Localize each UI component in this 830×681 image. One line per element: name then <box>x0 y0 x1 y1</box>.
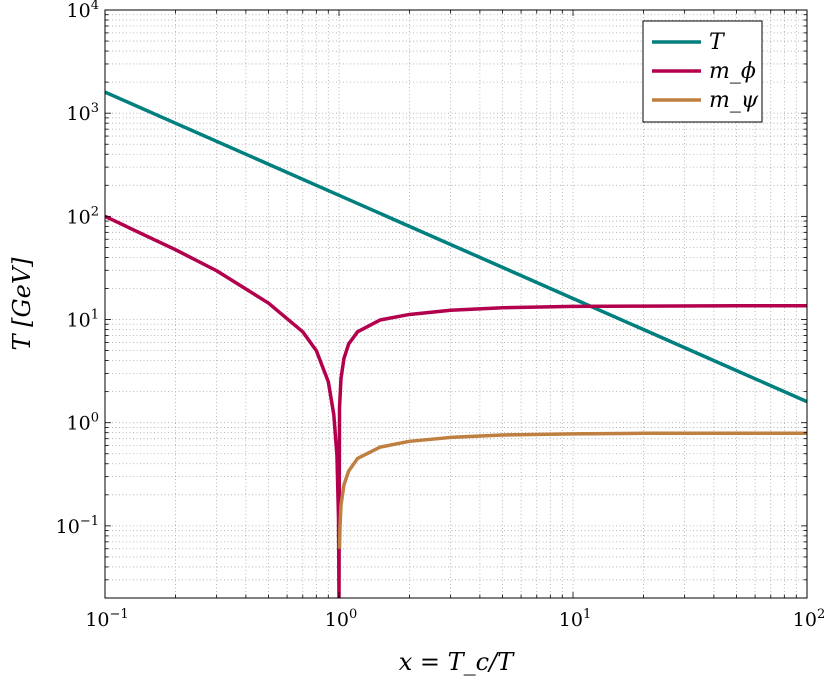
series-line-1 <box>105 90 807 404</box>
series-line-2 <box>105 214 807 598</box>
tick-labels: 10−1 100 101 102 10−1 100 101 102 103 104 <box>56 0 826 631</box>
axis-ticks <box>104 9 807 599</box>
x-axis-label: x = T_c/T <box>399 648 515 676</box>
y-axis-label: T [GeV] <box>8 257 36 351</box>
x-tick-label: 10−1 <box>85 607 128 631</box>
legend-label: T <box>709 30 726 55</box>
y-tick-label: 101 <box>67 308 99 332</box>
y-tick-label: 102 <box>67 204 99 228</box>
legend-label: m_ψ <box>709 88 759 113</box>
legend-box <box>642 20 763 123</box>
x-tick-label: 100 <box>325 607 357 631</box>
y-tick-label: 104 <box>67 0 99 22</box>
y-tick-label: 103 <box>67 101 99 125</box>
y-tick-label: 10−1 <box>56 514 99 538</box>
x-tick-label: 101 <box>559 607 591 631</box>
x-tick-label: 102 <box>793 607 825 631</box>
legend: Tm_ϕ m_ψ <box>642 20 763 123</box>
series-line-3 <box>337 431 807 549</box>
legend-label: m_ϕ <box>709 59 756 84</box>
plot-frame <box>104 9 808 599</box>
series-lines <box>105 90 807 598</box>
y-tick-label: 100 <box>67 411 99 435</box>
